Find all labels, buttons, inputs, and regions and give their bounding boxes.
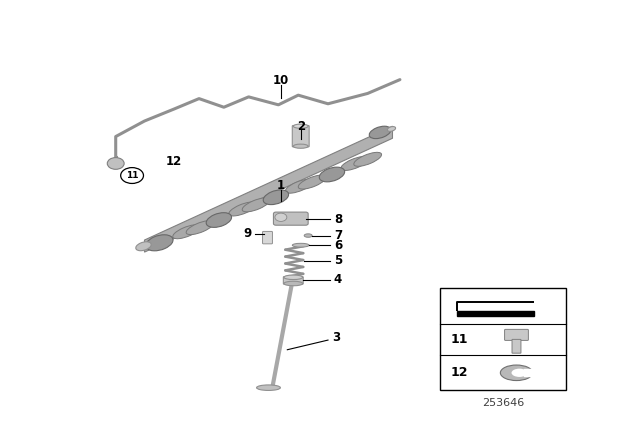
Ellipse shape xyxy=(304,234,312,237)
Text: 3: 3 xyxy=(332,331,340,344)
Ellipse shape xyxy=(146,235,173,251)
FancyBboxPatch shape xyxy=(292,125,309,147)
Text: 253646: 253646 xyxy=(482,398,524,408)
Text: 2: 2 xyxy=(297,120,305,133)
Ellipse shape xyxy=(206,213,232,228)
Ellipse shape xyxy=(242,198,270,212)
Bar xyxy=(457,311,534,316)
Bar xyxy=(440,289,566,390)
Circle shape xyxy=(108,158,124,169)
Polygon shape xyxy=(145,126,392,252)
Ellipse shape xyxy=(354,152,381,166)
Text: 1: 1 xyxy=(277,179,285,192)
Ellipse shape xyxy=(298,175,326,189)
Ellipse shape xyxy=(511,369,527,377)
Ellipse shape xyxy=(292,243,309,247)
Circle shape xyxy=(275,213,287,221)
Ellipse shape xyxy=(284,281,303,286)
Ellipse shape xyxy=(319,167,345,182)
Text: 9: 9 xyxy=(244,227,252,240)
Text: 4: 4 xyxy=(334,273,342,286)
Ellipse shape xyxy=(229,202,257,216)
Ellipse shape xyxy=(285,179,313,193)
Ellipse shape xyxy=(186,221,214,235)
Ellipse shape xyxy=(369,126,391,138)
Text: 8: 8 xyxy=(334,213,342,226)
FancyBboxPatch shape xyxy=(262,232,273,244)
Ellipse shape xyxy=(136,242,151,251)
FancyBboxPatch shape xyxy=(512,340,521,353)
Text: 5: 5 xyxy=(334,254,342,267)
Ellipse shape xyxy=(257,385,280,391)
Text: 6: 6 xyxy=(334,239,342,252)
Circle shape xyxy=(121,168,143,184)
FancyBboxPatch shape xyxy=(273,212,308,225)
FancyBboxPatch shape xyxy=(284,276,303,284)
Ellipse shape xyxy=(263,190,289,205)
Ellipse shape xyxy=(387,126,396,131)
Text: 11: 11 xyxy=(451,333,468,346)
Ellipse shape xyxy=(341,156,369,170)
Ellipse shape xyxy=(284,275,303,280)
Text: 12: 12 xyxy=(166,155,182,168)
Ellipse shape xyxy=(173,225,200,239)
Text: 12: 12 xyxy=(451,366,468,379)
Ellipse shape xyxy=(293,144,308,148)
FancyBboxPatch shape xyxy=(504,329,529,340)
Ellipse shape xyxy=(293,124,308,128)
Text: 10: 10 xyxy=(273,74,289,87)
Ellipse shape xyxy=(500,365,532,380)
Text: 11: 11 xyxy=(126,171,138,180)
Text: 7: 7 xyxy=(334,229,342,242)
